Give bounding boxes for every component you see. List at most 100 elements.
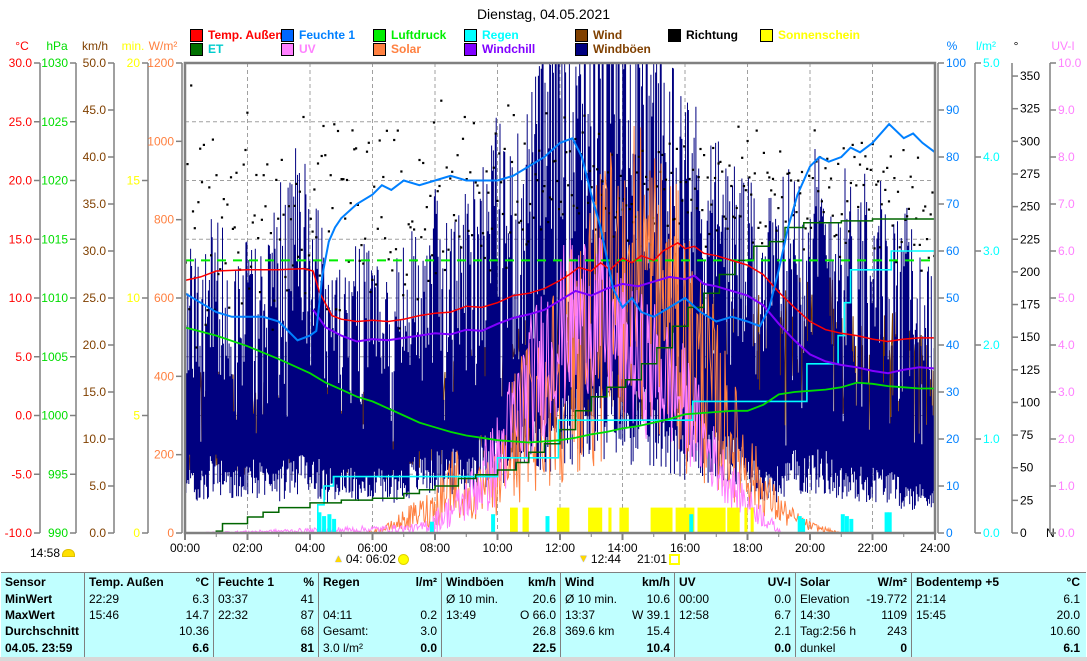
cell-time: 13:49 [446, 607, 477, 622]
table-row: 04:11 0.2 [323, 607, 437, 623]
axis-tick-label: 20:00 [795, 541, 825, 555]
axis-tick-label: 5.0 [15, 350, 32, 364]
cell-value: 2.1 [774, 624, 791, 639]
axis-tick-label: 600 [154, 291, 174, 305]
cell-value: 41 [300, 591, 314, 606]
row-label: Sensor [5, 575, 46, 590]
axis-tick-label: 16:00 [670, 541, 700, 555]
sensor-unit: W/m² [877, 575, 907, 590]
table-row: 6.6 [89, 640, 209, 656]
axis-tick-label: 325 [1020, 102, 1040, 116]
table-column-temp-au-en: Temp. Außen °C 22:29 6.3 15:46 14.7 10.36 6.6 [85, 573, 214, 657]
axis-tick-label: 225 [1020, 232, 1040, 246]
sensor-name: Bodentemp +5 [916, 575, 1000, 590]
table-row-label: Durchschnitt [5, 623, 80, 639]
series-et [185, 218, 935, 533]
cell-value: 15.4 [646, 624, 670, 639]
legend-item-richtung: Richtung [668, 28, 738, 42]
legend-label: UV [299, 42, 316, 56]
cell-time: dunkel [800, 640, 836, 655]
cell-value: 6.1 [1063, 591, 1080, 606]
axis-tick-label: W/m² [149, 39, 178, 53]
sensor-unit: km/h [641, 575, 670, 590]
axis-tick-label: 4.0 [983, 150, 1000, 164]
axis-tick-label: 200 [1020, 265, 1040, 279]
table-row: 2.1 [679, 623, 791, 639]
cell-value: 22.5 [532, 640, 556, 655]
legend-swatch-icon [575, 28, 588, 42]
series-regen-summe [185, 250, 935, 533]
axis-tick-label: 50 [946, 291, 960, 305]
table-column-header: Bodentemp +5 °C [916, 574, 1080, 590]
axis-tick-label: 0 [167, 526, 174, 540]
axis-tick-label: 50.0 [83, 56, 107, 70]
legend-swatch-icon [281, 28, 294, 42]
cell-value: W 39.1 [631, 607, 670, 622]
row-label: Durchschnitt [5, 624, 80, 639]
axis-tick-label: 00:00 [170, 541, 200, 555]
sensor-unit: UV-I [767, 575, 791, 590]
table-row: 10.4 [565, 640, 670, 656]
axis-tick-label: 1000 [147, 134, 174, 148]
legend-item-temp-au-en: Temp. Außen [190, 28, 283, 42]
axis-tick-label: 20.0 [9, 174, 33, 188]
window-bottom-strip [0, 657, 1087, 661]
cell-value: 10.6 [646, 591, 670, 606]
sensor-name: Regen [323, 575, 360, 590]
axis-tick-label: 1025 [41, 115, 68, 129]
row-label: 04.05. 23:59 [5, 640, 73, 655]
legend-label: Temp. Außen [208, 28, 283, 42]
cell-time: 22:32 [218, 607, 249, 622]
legend-label: ET [208, 42, 224, 56]
axis-tick-label: UV-I [1051, 39, 1074, 53]
cell-value: 0.0 [774, 591, 791, 606]
cell-value: 0.2 [420, 607, 437, 622]
axis-tick-label: 990 [48, 526, 68, 540]
axis-tick-label: 06:00 [357, 541, 387, 555]
table-row-labels: Sensor MinWert MaxWert Durchschnitt 04.05. 2… [1, 573, 85, 657]
cell-value: 6.1 [1063, 640, 1080, 655]
axis-tick-label: hPa [46, 39, 68, 53]
cell-time: Elevation [800, 591, 850, 606]
axis-tick-label: 75 [1020, 428, 1034, 442]
table-row [323, 590, 437, 606]
axis-tick-label: 0.0 [1058, 526, 1075, 540]
table-row: 22.5 [446, 640, 556, 656]
table-column-header: Regen l/m² [323, 574, 437, 590]
table-column-header: UV UV-I [679, 574, 791, 590]
table-row: Tag:2:56 h 243 [800, 623, 907, 639]
axis-tick-label: 175 [1020, 298, 1040, 312]
axis-tick-label: 22:00 [857, 541, 887, 555]
axis-tick-label: 60 [946, 244, 960, 258]
axis-tick-label: 3.0 [1058, 385, 1075, 399]
cell-value: 10.36 [178, 624, 209, 639]
table-row: 14:30 1109 [800, 607, 907, 623]
legend-item-et: ET [190, 42, 223, 56]
cell-value: 20.6 [532, 591, 556, 606]
axis-tick-label: 800 [154, 213, 174, 227]
axis-tick-label: 0.0 [15, 409, 32, 423]
axis-tick-label: 125 [1020, 363, 1040, 377]
axis-tick-label: 50 [1020, 461, 1034, 475]
axis-tick-label: 995 [48, 467, 68, 481]
axis-tick-label: 350 [1020, 69, 1040, 83]
axis-tick-label: 0.0 [983, 526, 1000, 540]
axis-tick-label: min. [122, 39, 145, 53]
axis-tick-label: 2.0 [1058, 432, 1075, 446]
cell-time: 13:37 [565, 607, 596, 622]
legend-swatch-icon [281, 42, 294, 56]
cell-value: 26.8 [532, 624, 556, 639]
axis-tick-label: 5.0 [89, 479, 106, 493]
axis-tick-label: 10.0 [83, 432, 107, 446]
axis-tick-label: -5.0 [11, 467, 32, 481]
axis-tick-label: 04:00 [295, 541, 325, 555]
axis-tick-label: 5.0 [983, 56, 1000, 70]
cell-time: 21:14 [916, 591, 947, 606]
axis-tick-label: 80 [946, 150, 960, 164]
legend-swatch-icon [373, 42, 386, 56]
cell-value: 14.7 [185, 607, 209, 622]
axis-tick-label: 25.0 [9, 115, 33, 129]
table-column-feuchte-1: Feuchte 1% 03:37 41 22:32 87 68 81 [214, 573, 319, 657]
cell-value: 20.0 [1056, 607, 1080, 622]
